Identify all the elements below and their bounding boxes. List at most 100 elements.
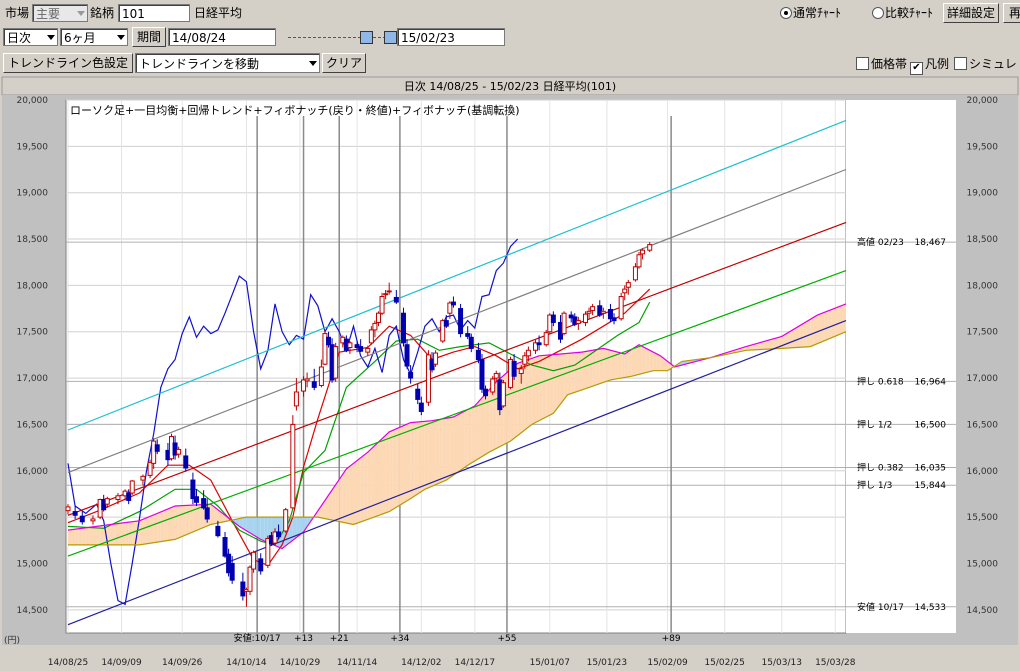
ichimoku-cloud-segment — [357, 457, 361, 524]
ichimoku-cloud-segment — [307, 517, 311, 527]
x-tick-label: 15/02/09 — [647, 658, 688, 668]
candle-body — [582, 313, 588, 323]
ichimoku-cloud-segment — [396, 427, 400, 508]
ichimoku-cloud-segment — [157, 511, 161, 543]
chevron-down-icon — [47, 35, 55, 40]
y-tick-label-right: 20,000 — [967, 96, 999, 106]
ichimoku-cloud-segment — [596, 349, 600, 385]
ichimoku-cloud-segment — [581, 351, 586, 390]
candle-body — [147, 461, 153, 476]
radio-normal-chart[interactable]: 通常ﾁｬｰﾄ — [780, 6, 841, 20]
checkbox-simulate[interactable]: シミュレ — [954, 57, 1017, 71]
chart-legend: ローソク足+一目均衡+回帰トレンド+フィボナッチ(戻り・終値)+フィボナッチ(基… — [70, 103, 520, 117]
candle-body — [475, 349, 481, 361]
ichimoku-cloud-segment — [150, 514, 154, 544]
symbol-input[interactable]: 101 — [118, 4, 190, 22]
ichimoku-cloud-segment — [139, 519, 143, 545]
radio-compare-chart[interactable]: 比較ﾁｬｰﾄ — [872, 6, 933, 20]
ichimoku-cloud-segment — [542, 355, 547, 419]
ichimoku-cloud-segment — [663, 358, 668, 371]
candle-body — [247, 566, 253, 592]
ichimoku-cloud-segment — [828, 309, 832, 340]
candle-body — [375, 312, 381, 323]
ichimoku-cloud-segment — [421, 421, 425, 492]
ichimoku-cloud-segment — [68, 529, 72, 545]
detail-settings-button[interactable]: 詳細設定 — [943, 3, 999, 23]
period-button[interactable]: 期間 — [132, 27, 166, 47]
period-select[interactable]: 6ヶ月 — [60, 28, 128, 46]
y-unit-label: (円) — [4, 635, 20, 646]
time-cycle-marker-label: +55 — [497, 634, 516, 644]
ichimoku-cloud-segment — [653, 352, 657, 371]
fibonacci-level-value: 16,500 — [915, 420, 947, 430]
candle-body — [518, 368, 524, 374]
x-tick-label: 15/01/07 — [530, 658, 570, 668]
candle-body — [400, 312, 406, 344]
ichimoku-cloud-segment — [414, 421, 418, 497]
candle-body — [276, 531, 282, 538]
radio-compare-label: 比較ﾁｬｰﾄ — [885, 6, 934, 20]
ichimoku-cloud-segment — [453, 415, 457, 476]
ichimoku-cloud-segment — [792, 327, 797, 348]
ichimoku-cloud-segment — [599, 348, 604, 384]
candlestick-chart[interactable]: 日次 14/08/25 - 15/02/23 日経平均(101) 14,500 14… — [0, 76, 1020, 671]
ichimoku-cloud-segment — [639, 344, 643, 375]
trendline-color-button[interactable]: トレンドライン色設定 — [3, 53, 133, 73]
candle-body — [222, 537, 228, 557]
clear-button[interactable]: クリア — [322, 53, 366, 73]
ichimoku-cloud-segment — [260, 517, 265, 541]
checkbox-icon — [954, 57, 967, 70]
series-line-回帰トレンド下限 — [67, 270, 847, 557]
ichimoku-cloud-segment — [389, 430, 393, 512]
slider-handle-right[interactable] — [384, 31, 397, 44]
candle-body — [618, 296, 624, 320]
y-tick-label-right: 16,000 — [967, 467, 999, 477]
candle-body — [183, 455, 189, 469]
trendline-mode-select[interactable]: トレンドラインを移動 — [135, 53, 320, 73]
ichimoku-cloud-segment — [424, 421, 429, 490]
x-tick-label: 14/10/29 — [280, 658, 321, 668]
date-from-input[interactable]: 14/08/24 — [168, 28, 276, 46]
ichimoku-cloud-segment — [378, 438, 383, 516]
interval-select[interactable]: 日次 — [3, 28, 58, 46]
ichimoku-cloud-segment — [167, 507, 172, 541]
y-tick-label-right: 15,000 — [967, 559, 999, 569]
candle-body — [229, 562, 235, 581]
series-line-回帰トレンド — [67, 221, 847, 516]
cut-button[interactable]: 再 — [1003, 3, 1020, 23]
ichimoku-cloud-segment — [610, 350, 615, 380]
candle-body — [600, 310, 606, 314]
candle-body — [607, 308, 613, 320]
ichimoku-cloud-segment — [756, 342, 761, 350]
ichimoku-cloud-segment — [78, 528, 83, 545]
date-to-input[interactable]: 15/02/23 — [397, 28, 505, 46]
ichimoku-cloud-segment — [813, 315, 818, 346]
market-select[interactable]: 主要 — [32, 4, 88, 22]
candle-body — [290, 423, 296, 509]
candle-body — [304, 378, 310, 382]
checkbox-legend[interactable]: ✔ 凡例 — [910, 57, 949, 75]
ichimoku-cloud-segment — [317, 505, 322, 518]
ichimoku-cloud-segment — [299, 517, 304, 535]
ichimoku-cloud-segment — [642, 346, 647, 374]
fibonacci-level-value: 15,844 — [915, 481, 947, 491]
checkbox-price-band[interactable]: 価格帯 — [856, 57, 907, 71]
candle-body — [115, 495, 121, 501]
slider-handle-left[interactable] — [360, 31, 373, 44]
checkmark-icon: ✔ — [910, 62, 923, 75]
ichimoku-cloud-segment — [107, 524, 111, 545]
candle-body — [333, 346, 339, 379]
candle-body — [636, 254, 642, 268]
time-cycle-marker-label: +89 — [662, 634, 681, 644]
ichimoku-cloud-segment — [96, 525, 101, 545]
ichimoku-cloud-segment — [246, 517, 251, 533]
ichimoku-cloud-segment — [324, 495, 329, 520]
ichimoku-cloud-segment — [82, 527, 86, 545]
date-range-slider-track[interactable] — [288, 37, 396, 38]
radio-selected-icon — [780, 7, 792, 19]
candle-body — [154, 444, 160, 452]
ichimoku-cloud-segment — [125, 522, 129, 545]
chart-title: 日次 14/08/25 - 15/02/23 日経平均(101) — [404, 79, 616, 93]
candle-body — [311, 381, 317, 388]
fibonacci-level-label: 高値 02/23 — [857, 236, 904, 248]
